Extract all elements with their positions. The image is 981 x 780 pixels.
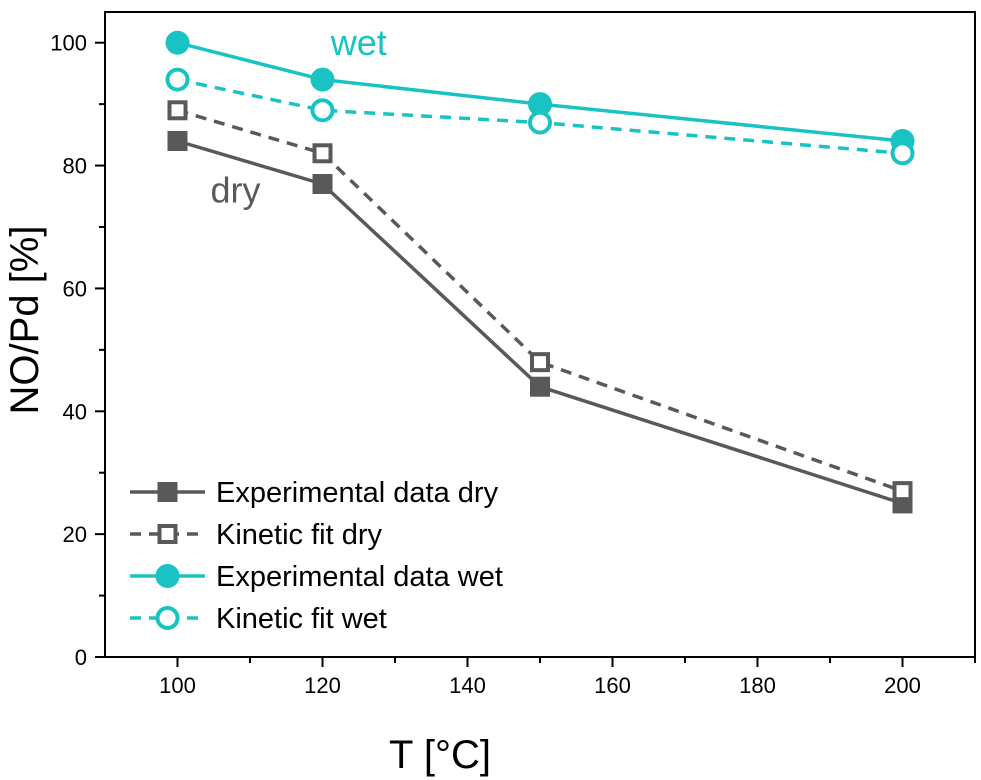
series-line xyxy=(177,139,904,506)
data-point xyxy=(312,143,333,164)
legend-marker xyxy=(157,482,178,502)
data-point xyxy=(167,131,188,151)
data-point xyxy=(310,98,335,123)
x-axis-title: T [°C] xyxy=(389,733,491,777)
data-point xyxy=(530,376,550,397)
annotation-dry: dry xyxy=(210,169,260,210)
x-tick-label: 160 xyxy=(594,673,631,698)
y-tick-label: 60 xyxy=(63,276,87,301)
data-point xyxy=(165,30,190,55)
x-axis: 100 120 140 160 180 200 xyxy=(159,657,976,698)
legend-label: Experimental data wet xyxy=(216,561,503,593)
x-tick-label: 120 xyxy=(304,673,341,698)
annotations: wet dry xyxy=(210,22,386,210)
series-line xyxy=(177,77,903,156)
legend-label: Kinetic fit dry xyxy=(216,519,382,551)
x-tick-label: 200 xyxy=(884,673,921,698)
series-2 xyxy=(167,100,913,502)
legend-entry: Experimental data wet xyxy=(130,561,503,593)
annotation-wet: wet xyxy=(330,22,387,63)
y-axis: 0 20 40 60 80 100 xyxy=(50,31,105,670)
x-tick-label: 140 xyxy=(449,673,486,698)
data-point xyxy=(528,92,552,117)
legend-entry: Experimental data dry xyxy=(130,477,499,509)
legend-label: Experimental data dry xyxy=(216,477,499,509)
data-point xyxy=(530,352,550,373)
data-point xyxy=(167,100,188,121)
series-1 xyxy=(167,131,913,514)
legend-marker xyxy=(157,524,178,544)
x-tick-label: 100 xyxy=(159,673,196,698)
legend-entry: Kinetic fit wet xyxy=(130,603,387,635)
series-line xyxy=(177,41,903,143)
data-point xyxy=(890,141,915,166)
data-point xyxy=(310,67,335,92)
legend: Experimental data dry Kinetic fit dry Expe… xyxy=(130,477,503,635)
y-tick-label: 20 xyxy=(63,522,87,547)
legend-marker xyxy=(155,564,180,588)
legend-marker xyxy=(155,606,180,630)
legend-entry: Kinetic fit dry xyxy=(130,519,382,551)
data-point xyxy=(165,67,190,92)
series-layer xyxy=(165,30,915,514)
series-4 xyxy=(165,67,915,166)
data-point xyxy=(892,481,913,502)
y-tick-label: 80 xyxy=(63,154,87,179)
series-3 xyxy=(165,30,915,153)
series-line xyxy=(177,108,904,493)
y-axis-title: NO/Pd [%] xyxy=(3,226,47,415)
y-tick-label: 40 xyxy=(63,399,87,424)
data-point xyxy=(312,174,333,194)
y-tick-label: 100 xyxy=(50,31,87,56)
y-tick-label: 0 xyxy=(75,645,87,670)
x-tick-label: 180 xyxy=(739,673,776,698)
data-point xyxy=(528,110,552,135)
legend-label: Kinetic fit wet xyxy=(216,603,387,635)
